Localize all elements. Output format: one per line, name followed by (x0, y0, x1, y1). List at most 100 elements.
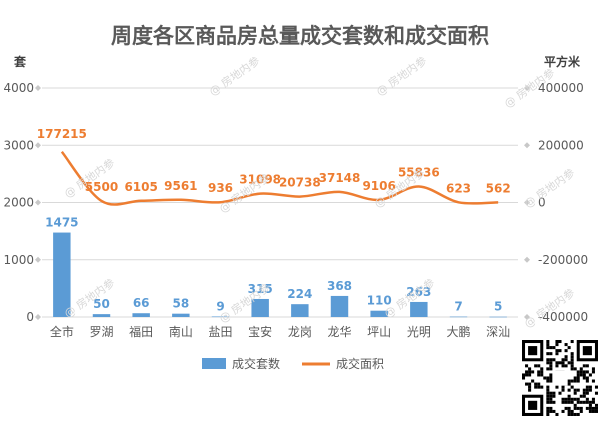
y-right-axis-label: 平方米 (544, 54, 581, 69)
qr-module (585, 379, 589, 383)
qr-module (525, 364, 529, 368)
qr-module (588, 406, 592, 410)
qr-module (573, 406, 577, 410)
qr-module (537, 382, 541, 386)
qr-module (576, 406, 580, 410)
legend: 成交套数 成交面积 (202, 356, 384, 371)
x-tick-label: 宝安 (248, 324, 272, 339)
qr-module (546, 394, 550, 398)
qr-logo (552, 370, 568, 386)
qr-module (570, 379, 574, 383)
qr-finder-core (528, 400, 538, 410)
qr-module (570, 400, 574, 404)
bar (172, 313, 190, 317)
qr-module (564, 355, 568, 359)
y-right-tick-label: 0 (538, 196, 546, 210)
y-left-tick-label: 1000 (3, 253, 34, 267)
qr-module (588, 409, 592, 413)
qr-module (534, 382, 538, 386)
qr-module (543, 376, 547, 380)
legend-bar-label: 成交套数 (232, 356, 280, 371)
y-right-tick-label: -400000 (538, 310, 588, 324)
qr-module (549, 397, 553, 401)
qr-module (549, 346, 553, 350)
x-tick-label: 龙华 (327, 325, 351, 339)
qr-module (588, 400, 592, 404)
qr-module (561, 364, 565, 368)
bar (92, 314, 111, 317)
data-labels: 1475 50 66 58 9 315 224 368 110 263 7 5 177215 5500 61… (37, 127, 511, 314)
qr-module (591, 400, 595, 404)
qr-finder-core (582, 346, 592, 356)
x-tick-label: 深汕 (486, 325, 510, 339)
x-tick-label: 光明 (407, 325, 431, 339)
qr-module (585, 397, 589, 401)
qr-module (549, 373, 553, 377)
qr-module (555, 352, 559, 356)
line-data-label: 562 (486, 181, 511, 195)
qr-module (546, 400, 550, 404)
qr-module (585, 391, 589, 395)
qr-module (552, 409, 556, 413)
qr-module (585, 385, 589, 389)
bar-data-label: 9 (216, 299, 224, 313)
qr-module (531, 370, 535, 374)
y-right-tick-marker (524, 142, 530, 149)
line-data-label: 5500 (85, 180, 118, 194)
qr-module (585, 370, 589, 374)
qr-module (552, 346, 556, 350)
y-left-axis-label: 套 (13, 54, 27, 69)
qr-module (579, 373, 583, 377)
legend-bar-swatch (202, 358, 226, 369)
qr-module (585, 364, 589, 368)
qr-module (552, 400, 556, 404)
qr-module (573, 367, 577, 371)
line-data-label: 936 (208, 181, 233, 195)
qr-module (546, 367, 550, 371)
qr-module (555, 385, 559, 389)
qr-module (567, 397, 571, 401)
qr-module (573, 412, 577, 416)
qr-module (570, 340, 574, 344)
qr-module (567, 409, 571, 413)
bar (53, 232, 71, 317)
bar-series (53, 232, 507, 318)
qr-module (585, 376, 589, 380)
bar-data-label: 263 (406, 285, 431, 299)
qr-module (555, 412, 559, 416)
qr-module (534, 364, 538, 368)
qr-module (570, 358, 574, 362)
qr-module (549, 376, 553, 380)
qr-module (579, 370, 583, 374)
qr-module (549, 391, 553, 395)
qr-module (552, 394, 556, 398)
y-right-tick-marker (524, 199, 530, 206)
qr-module (549, 394, 553, 398)
bar (132, 313, 150, 317)
qr-module (573, 391, 577, 395)
qr-module (579, 394, 583, 398)
qr-module (525, 373, 529, 377)
bar (410, 301, 428, 317)
qr-module (564, 358, 568, 362)
qr-module (546, 358, 550, 362)
qr-module (576, 370, 580, 374)
qr-module (525, 370, 529, 374)
qr-module (537, 370, 541, 374)
qr-module (546, 340, 550, 344)
qr-module (558, 391, 562, 395)
qr-module (546, 361, 550, 365)
qr-module (561, 400, 565, 404)
qr-module (576, 388, 580, 392)
qr-module (567, 346, 571, 350)
qr-module (540, 367, 544, 371)
qr-module (561, 397, 565, 401)
qr-module (573, 388, 577, 392)
qr-module (576, 397, 580, 401)
qr-module (567, 379, 571, 383)
qr-module (579, 400, 583, 404)
qr-module (540, 385, 544, 389)
qr-module (567, 382, 571, 386)
y-right-tick-marker (524, 85, 530, 91)
line-data-label: 177215 (37, 127, 87, 141)
